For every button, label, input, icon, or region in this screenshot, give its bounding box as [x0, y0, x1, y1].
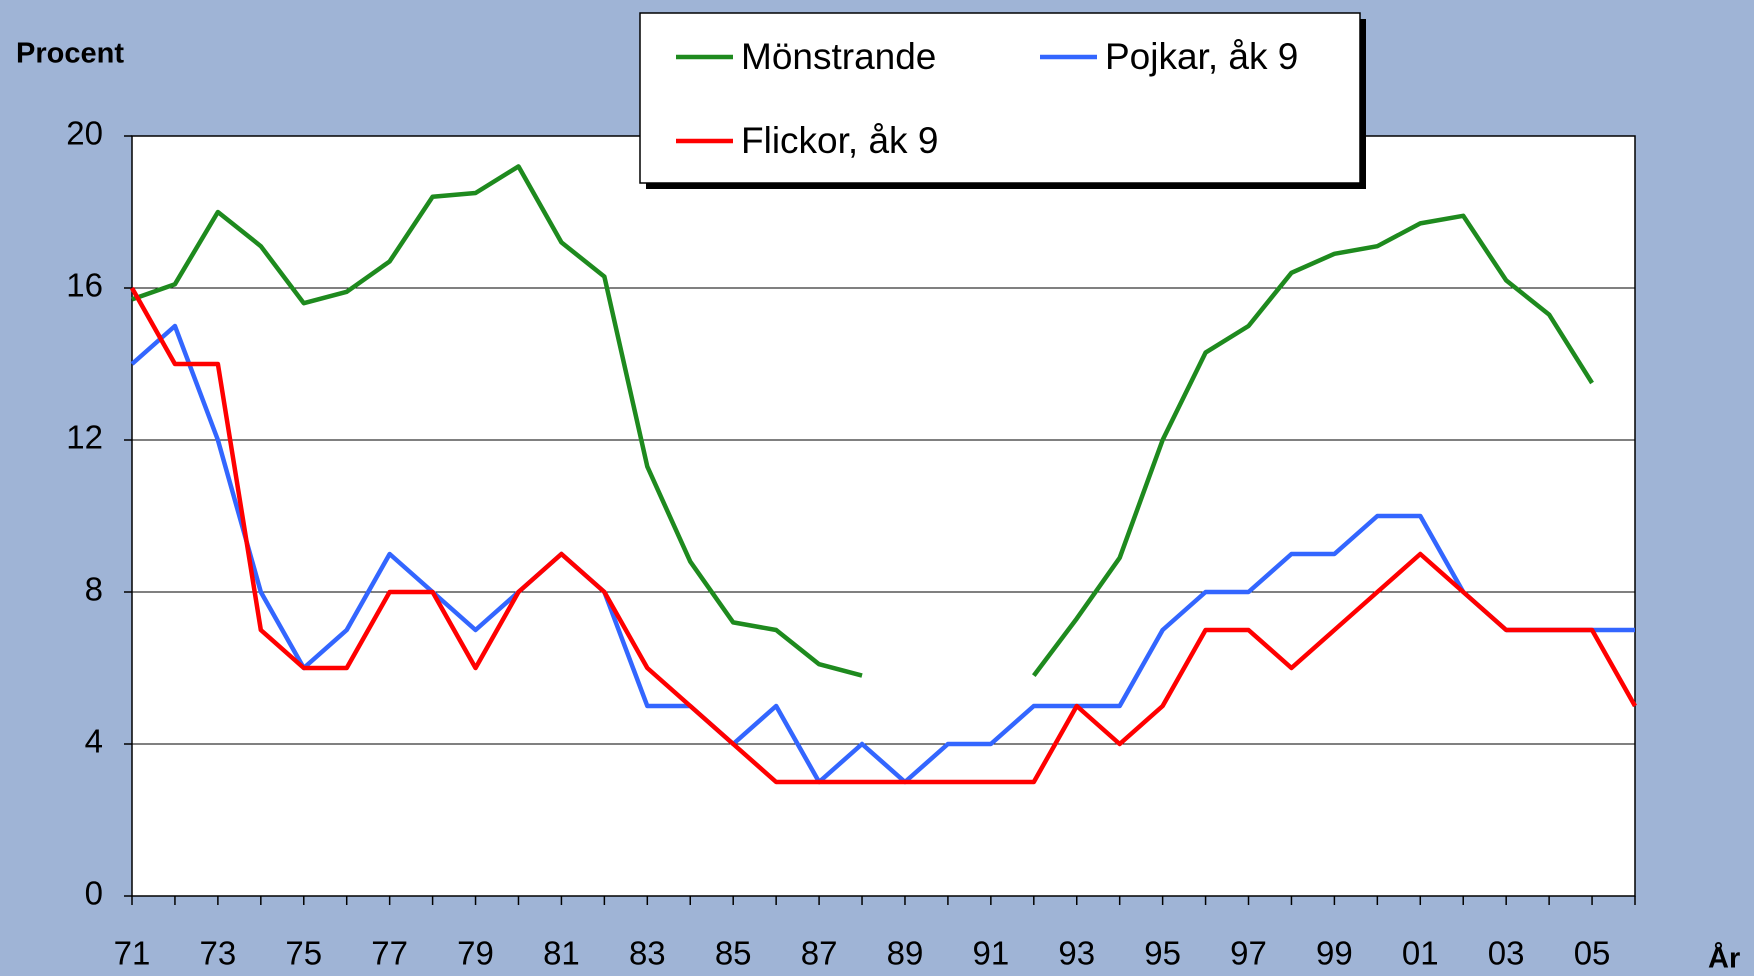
series-line — [130, 286, 1637, 785]
x-tick-label: 05 — [1574, 935, 1611, 972]
x-tick-label: 81 — [543, 935, 580, 972]
series-line — [131, 164, 1594, 678]
x-tick-label: 91 — [972, 935, 1009, 972]
x-tick-label: 79 — [457, 935, 494, 972]
x-tick-label: 95 — [1144, 935, 1181, 972]
y-tick-label: 16 — [66, 267, 103, 304]
x-tick-label: 97 — [1230, 935, 1267, 972]
x-tick-label: 87 — [801, 935, 838, 972]
x-tick-label: 71 — [114, 935, 151, 972]
legend-items: Mönstrande Pojkar, åk 9 Flickor, åk 9 — [676, 36, 1298, 161]
legend-label: Flickor, åk 9 — [741, 120, 938, 161]
y-tick-label: 4 — [85, 723, 103, 760]
legend-label: Pojkar, åk 9 — [1105, 36, 1298, 77]
y-axis-label: Procent — [16, 38, 124, 70]
y-tick-label: 8 — [85, 571, 103, 608]
legend-label: Mönstrande — [741, 36, 936, 77]
x-tick-label: 93 — [1058, 935, 1095, 972]
lines — [130, 164, 1637, 785]
x-tick-label: 83 — [629, 935, 666, 972]
x-tick-label: 03 — [1488, 935, 1525, 972]
y-tick-label: 12 — [66, 419, 103, 456]
series-line — [130, 323, 1635, 785]
x-tick-label: 75 — [285, 935, 322, 972]
legend — [639, 12, 1361, 184]
x-tick-label: 73 — [200, 935, 237, 972]
y-tick-label: 20 — [66, 115, 103, 152]
y-tick-label: 0 — [85, 875, 103, 912]
x-tick-label: 89 — [887, 935, 924, 972]
grid: 0 4 8 12 16 20 71 73 75 77 79 81 83 85 87 89 91 93 95 97 99 0… — [66, 115, 1636, 972]
x-tick-label: 01 — [1402, 935, 1439, 972]
x-tick-label: 85 — [715, 935, 752, 972]
x-tick-label: 77 — [371, 935, 408, 972]
x-tick-label: 99 — [1316, 935, 1353, 972]
x-axis-label: År — [1708, 942, 1740, 975]
